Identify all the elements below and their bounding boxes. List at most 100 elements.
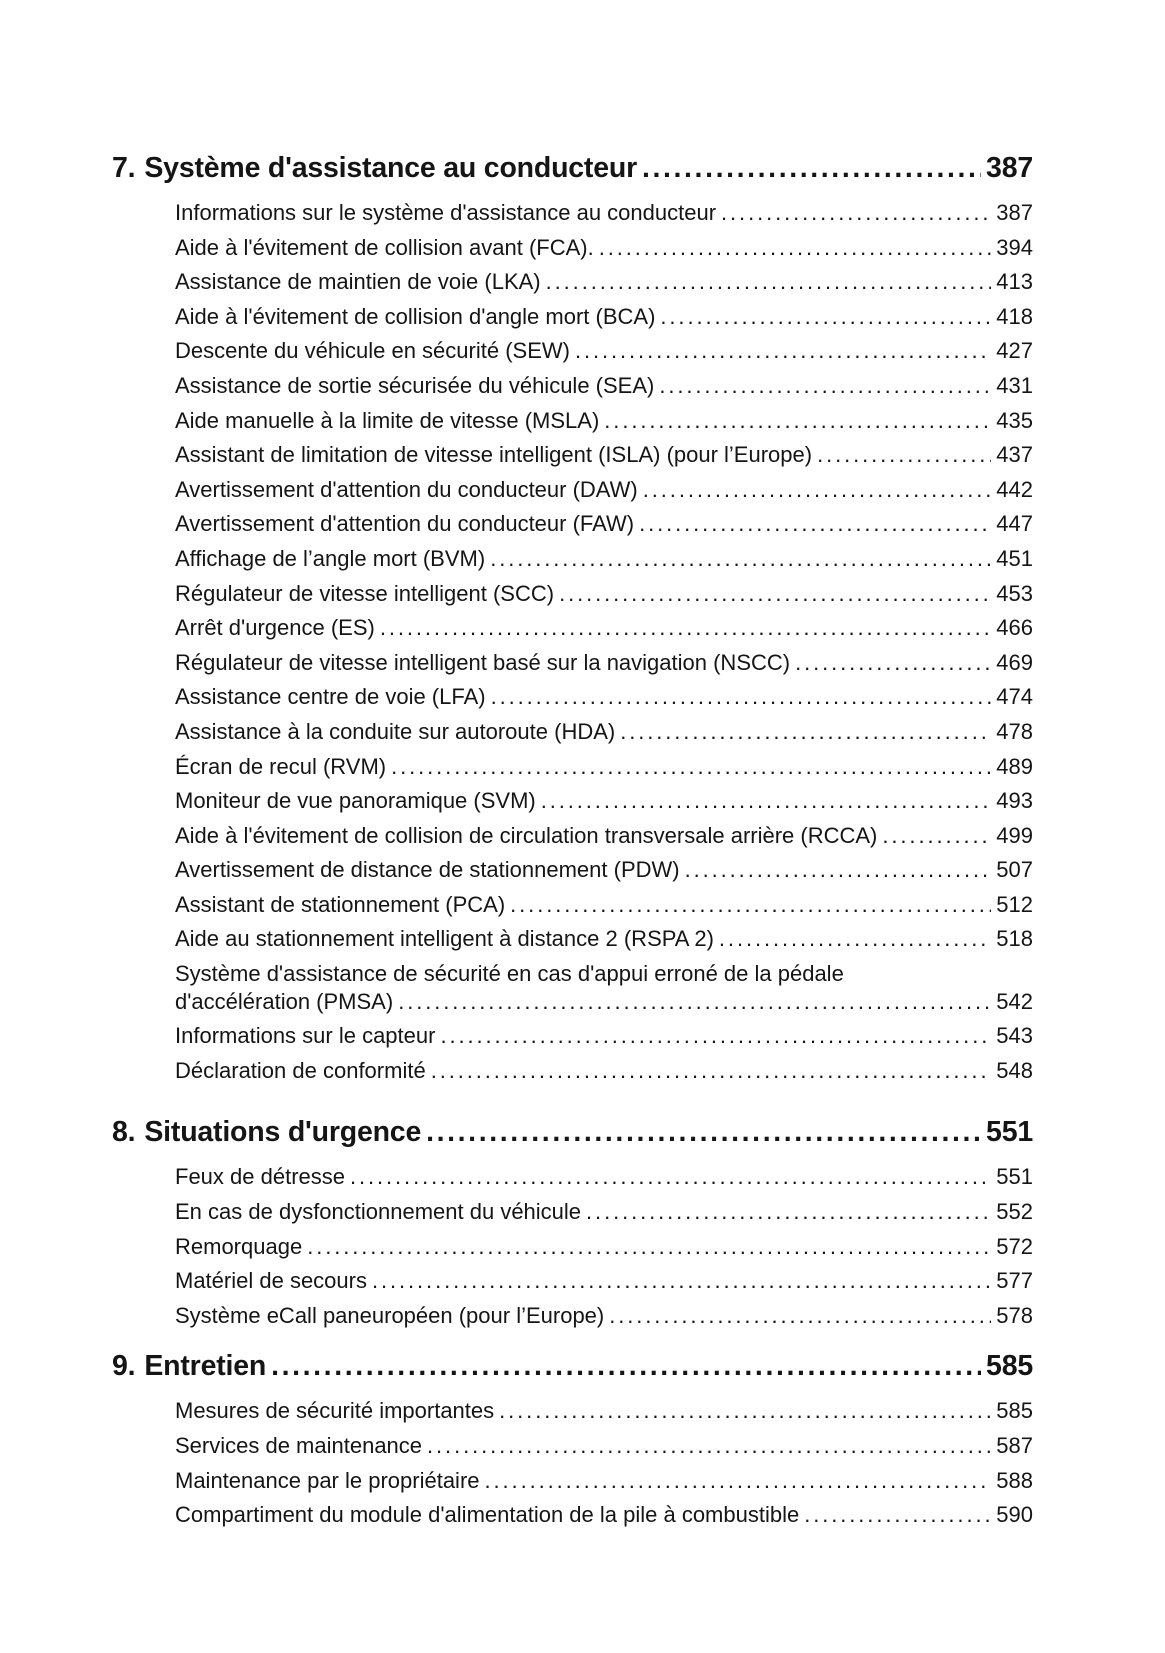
toc-section-heading: 9.Entretien 585 (112, 1346, 1033, 1386)
toc-entry-label: Assistant de stationnement (PCA) (175, 891, 506, 917)
toc-entry-label: Arrêt d'urgence (ES) (175, 615, 375, 641)
toc-entry: Aide au stationnement intelligent à dist… (175, 922, 1033, 957)
toc-entry: Régulateur de vitesse intelligent basé s… (175, 646, 1033, 681)
toc-entry-label: d'accélération (PMSA) (175, 988, 394, 1014)
toc-entry-continuation: d'accélération (PMSA) 542 (175, 985, 1033, 1020)
dot-leader (490, 542, 991, 577)
toc-entry: Assistant de limitation de vitesse intel… (175, 438, 1033, 473)
toc-entry-label: Maintenance par le propriétaire (175, 1467, 480, 1493)
dot-leader (427, 1429, 991, 1464)
toc-entry-page: 437 (996, 442, 1033, 468)
dot-leader (721, 196, 991, 231)
toc-entry-label: Informations sur le capteur (175, 1023, 436, 1049)
toc-entry-page: 431 (996, 372, 1033, 398)
toc-entry-label: Régulateur de vitesse intelligent basé s… (175, 649, 791, 675)
toc-entry: Système eCall paneuropéen (pour l’Europe… (175, 1299, 1033, 1334)
section-title: Entretien (144, 1350, 267, 1383)
toc-entry: Feux de détresse 551 (175, 1160, 1033, 1195)
toc-entry: Assistant de stationnement (PCA) 512 (175, 888, 1033, 923)
toc-entry: Assistance à la conduite sur autoroute (… (175, 715, 1033, 750)
section-number: 9. (112, 1350, 136, 1383)
toc-entry-label: Avertissement d'attention du conducteur … (175, 476, 638, 502)
dot-leader (599, 231, 992, 266)
toc-entry-label: En cas de dysfonctionnement du véhicule (175, 1199, 582, 1225)
toc-entry-page: 466 (996, 615, 1033, 641)
toc-entry-page: 489 (996, 753, 1033, 779)
dot-leader (575, 334, 991, 369)
toc-entry: Mesures de sécurité importantes 585 (175, 1394, 1033, 1429)
dot-leader (398, 985, 991, 1020)
toc-entry-label: Feux de détresse (175, 1164, 345, 1190)
dot-leader (643, 473, 992, 508)
toc-entry-page: 447 (996, 511, 1033, 537)
toc-entries: Informations sur le système d'assistance… (112, 196, 1033, 1088)
dot-leader (271, 1346, 981, 1386)
toc-entry: En cas de dysfonctionnement du véhicule 5… (175, 1195, 1033, 1230)
toc-entry-page: 542 (996, 988, 1033, 1014)
toc-entry: Informations sur le capteur 543 (175, 1019, 1033, 1054)
section-heading-label: 9. Entretien (112, 1346, 266, 1386)
dot-leader (685, 853, 992, 888)
toc-entry-label: Assistance centre de voie (LFA) (175, 684, 486, 710)
toc-entry-label: Assistant de limitation de vitesse intel… (175, 442, 813, 468)
toc-entry-page: 451 (996, 545, 1033, 571)
toc-section: 7.Système d'assistance au conducteur 387 I… (112, 148, 1033, 1088)
toc-entry-label: Avertissement de distance de stationneme… (175, 857, 680, 883)
toc-entry-page: 442 (996, 476, 1033, 502)
toc-entry: Moniteur de vue panoramique (SVM) 493 (175, 784, 1033, 819)
dot-leader (795, 646, 991, 681)
toc-entry: Aide manuelle à la limite de vitesse (MS… (175, 404, 1033, 439)
dot-leader (485, 1464, 992, 1499)
toc-entry-label: Compartiment du module d'alimentation de… (175, 1502, 800, 1528)
dot-leader (440, 1019, 991, 1054)
dot-leader (804, 1498, 991, 1533)
toc-entry: Régulateur de vitesse intelligent (SCC) 4… (175, 577, 1033, 612)
toc-entry-label: Informations sur le système d'assistance… (175, 200, 717, 225)
section-heading-label: 8. Situations d'urgence (112, 1112, 421, 1152)
toc-entry-page: 572 (996, 1233, 1033, 1259)
toc-entry-label: Remorquage (175, 1233, 303, 1259)
dot-leader (660, 300, 991, 335)
toc-entry-label: Aide à l'évitement de collision de circu… (175, 822, 878, 848)
toc-entry: Avertissement d'attention du conducteur … (175, 507, 1033, 542)
dot-leader (609, 1299, 991, 1334)
dot-leader (659, 369, 991, 404)
toc-entry: Matériel de secours 577 (175, 1264, 1033, 1299)
toc-section-heading: 8.Situations d'urgence 551 (112, 1112, 1033, 1152)
dot-leader (882, 819, 991, 854)
toc-entry: Écran de recul (RVM) 489 (175, 750, 1033, 785)
dot-leader (380, 611, 991, 646)
toc-entry-page: 552 (996, 1199, 1033, 1225)
dot-leader (586, 1195, 991, 1230)
toc-entry: Informations sur le système d'assistance… (175, 196, 1033, 231)
toc-entry-page: 578 (996, 1302, 1033, 1328)
toc-entry-label: Système eCall paneuropéen (pour l’Europe… (175, 1302, 605, 1328)
toc-entry-page: 394 (996, 234, 1033, 260)
dot-leader (350, 1160, 991, 1195)
toc-entry-page: 499 (996, 822, 1033, 848)
toc-entry-page: 478 (996, 718, 1033, 744)
toc-entry: Assistance de maintien de voie (LKA) 413 (175, 265, 1033, 300)
toc-entry: Aide à l'évitement de collision d'angle … (175, 300, 1033, 335)
toc-entry-page: 590 (996, 1502, 1033, 1528)
toc-entry: Aide à l'évitement de collision de circu… (175, 819, 1033, 854)
dot-leader (719, 922, 991, 957)
toc-entry-page: 518 (996, 926, 1033, 952)
toc-entry: Déclaration de conformité 548 (175, 1054, 1033, 1089)
toc-entry-page: 585 (996, 1398, 1033, 1424)
toc-entry-page: 427 (996, 338, 1033, 364)
dot-leader (642, 148, 981, 188)
dot-leader (620, 715, 991, 750)
toc-entry-label: Avertissement d'attention du conducteur … (175, 511, 635, 537)
dot-leader (604, 404, 991, 439)
toc-entry-page: 548 (996, 1057, 1033, 1083)
toc-entry-label: Assistance de sortie sécurisée du véhicu… (175, 372, 655, 398)
toc-entry-label: Affichage de l’angle mort (BVM) (175, 545, 486, 571)
toc-entry-label: Déclaration de conformité (175, 1057, 426, 1083)
dot-leader (391, 750, 991, 785)
toc-entry-label: Aide au stationnement intelligent à dist… (175, 926, 714, 952)
section-title: Système d'assistance au conducteur (144, 152, 637, 184)
dot-leader (559, 577, 991, 612)
toc-entry-label: Écran de recul (RVM) (175, 753, 387, 779)
toc-entry: Avertissement de distance de stationneme… (175, 853, 1033, 888)
